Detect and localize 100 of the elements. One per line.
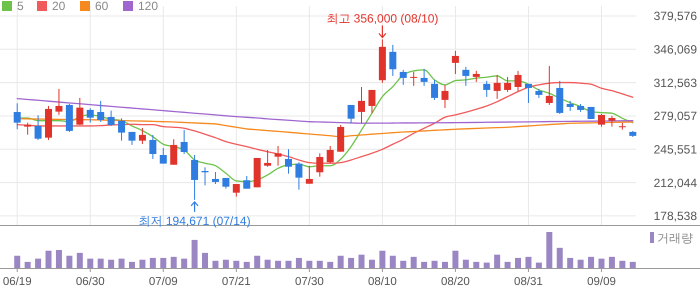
y-tick-label: 379,576 bbox=[654, 9, 698, 24]
legend-label: 60 bbox=[95, 0, 109, 14]
bar bbox=[46, 250, 52, 268]
candlestick bbox=[410, 71, 418, 86]
candlestick bbox=[108, 110, 115, 126]
bar bbox=[358, 254, 365, 268]
x-tick-label: 08/31 bbox=[514, 276, 543, 288]
bar bbox=[608, 256, 615, 268]
candlestick bbox=[149, 134, 156, 160]
bar bbox=[264, 260, 271, 268]
x-tick-label: 08/10 bbox=[368, 276, 397, 288]
bar bbox=[473, 262, 480, 268]
bar bbox=[254, 256, 260, 268]
bar bbox=[442, 262, 448, 268]
bar bbox=[546, 232, 552, 268]
bar bbox=[160, 258, 166, 268]
candlestick bbox=[316, 152, 324, 178]
candlestick bbox=[264, 150, 272, 168]
bar bbox=[150, 258, 156, 268]
bar bbox=[35, 258, 42, 268]
bar bbox=[296, 258, 302, 268]
candlestick bbox=[504, 76, 512, 92]
bar bbox=[76, 252, 83, 268]
bar bbox=[484, 262, 490, 268]
bar bbox=[327, 262, 334, 268]
candlestick bbox=[400, 69, 407, 86]
candlestick bbox=[243, 175, 250, 190]
legend-label: 20 bbox=[52, 0, 66, 14]
y-tick-label: 346,069 bbox=[654, 42, 698, 56]
y-tick-label: 312,563 bbox=[654, 76, 698, 90]
bar bbox=[379, 250, 386, 268]
bar bbox=[98, 258, 104, 268]
bar bbox=[619, 260, 626, 268]
bar bbox=[368, 260, 375, 268]
candlestick bbox=[462, 66, 470, 86]
bar bbox=[306, 260, 312, 268]
candlestick bbox=[86, 108, 94, 124]
x-tick-label: 08/20 bbox=[441, 276, 470, 288]
candlestick bbox=[128, 131, 136, 146]
candlestick bbox=[588, 106, 595, 120]
x-tick-label: 06/19 bbox=[2, 276, 32, 288]
candlestick bbox=[368, 89, 376, 114]
bar bbox=[515, 258, 522, 268]
candlestick bbox=[441, 84, 448, 108]
legend-label: 5 bbox=[17, 0, 24, 14]
legend-label: 거래량 bbox=[657, 231, 693, 246]
candlestick bbox=[452, 50, 459, 74]
candlestick bbox=[358, 86, 366, 124]
candlestick bbox=[514, 70, 522, 92]
candlestick bbox=[232, 184, 240, 198]
bar bbox=[525, 256, 532, 268]
bar bbox=[316, 260, 323, 268]
bar bbox=[24, 262, 31, 268]
x-tick-label: 09/09 bbox=[587, 276, 616, 288]
bar bbox=[410, 256, 417, 268]
bar bbox=[275, 260, 282, 268]
candlestick bbox=[212, 171, 219, 185]
x-tick-label: 06/30 bbox=[76, 276, 105, 288]
candlestick bbox=[160, 147, 167, 164]
candlestick bbox=[97, 100, 104, 122]
bar bbox=[504, 262, 511, 268]
line-series bbox=[16, 98, 634, 124]
bar bbox=[170, 256, 177, 268]
bar bbox=[222, 260, 229, 268]
bar bbox=[390, 256, 396, 268]
bar bbox=[181, 258, 188, 268]
bar bbox=[462, 260, 469, 268]
bar bbox=[192, 240, 198, 268]
candlestick bbox=[55, 88, 62, 116]
candlestick bbox=[138, 127, 146, 144]
annotation: 최고 356,000 (08/10) bbox=[326, 11, 438, 26]
x-tick-label: 07/21 bbox=[222, 276, 251, 288]
candlestick bbox=[76, 97, 84, 126]
x-tick-label: 07/09 bbox=[148, 276, 178, 288]
bar bbox=[536, 262, 542, 268]
candlestick bbox=[598, 113, 605, 128]
candlestick bbox=[34, 114, 42, 140]
bar bbox=[338, 256, 344, 268]
candlestick bbox=[24, 122, 32, 136]
legend-label: 120 bbox=[138, 0, 158, 14]
candlestick bbox=[191, 154, 198, 200]
y-tick-label: 279,057 bbox=[654, 109, 698, 124]
candlestick bbox=[566, 100, 574, 112]
candlestick bbox=[608, 115, 616, 128]
candlestick bbox=[326, 145, 334, 164]
bar bbox=[432, 260, 438, 268]
bar bbox=[14, 256, 20, 268]
bar bbox=[66, 256, 72, 268]
candlestick bbox=[483, 80, 490, 98]
bar bbox=[87, 258, 94, 268]
candlestick bbox=[348, 104, 355, 124]
candlestick bbox=[494, 74, 501, 100]
bar bbox=[578, 260, 584, 268]
bar bbox=[400, 260, 406, 268]
candlestick bbox=[170, 138, 178, 166]
candlestick bbox=[306, 166, 313, 184]
bar bbox=[452, 250, 458, 268]
x-tick-label: 07/30 bbox=[294, 276, 324, 288]
bar bbox=[630, 262, 636, 268]
candlestick bbox=[389, 44, 396, 76]
